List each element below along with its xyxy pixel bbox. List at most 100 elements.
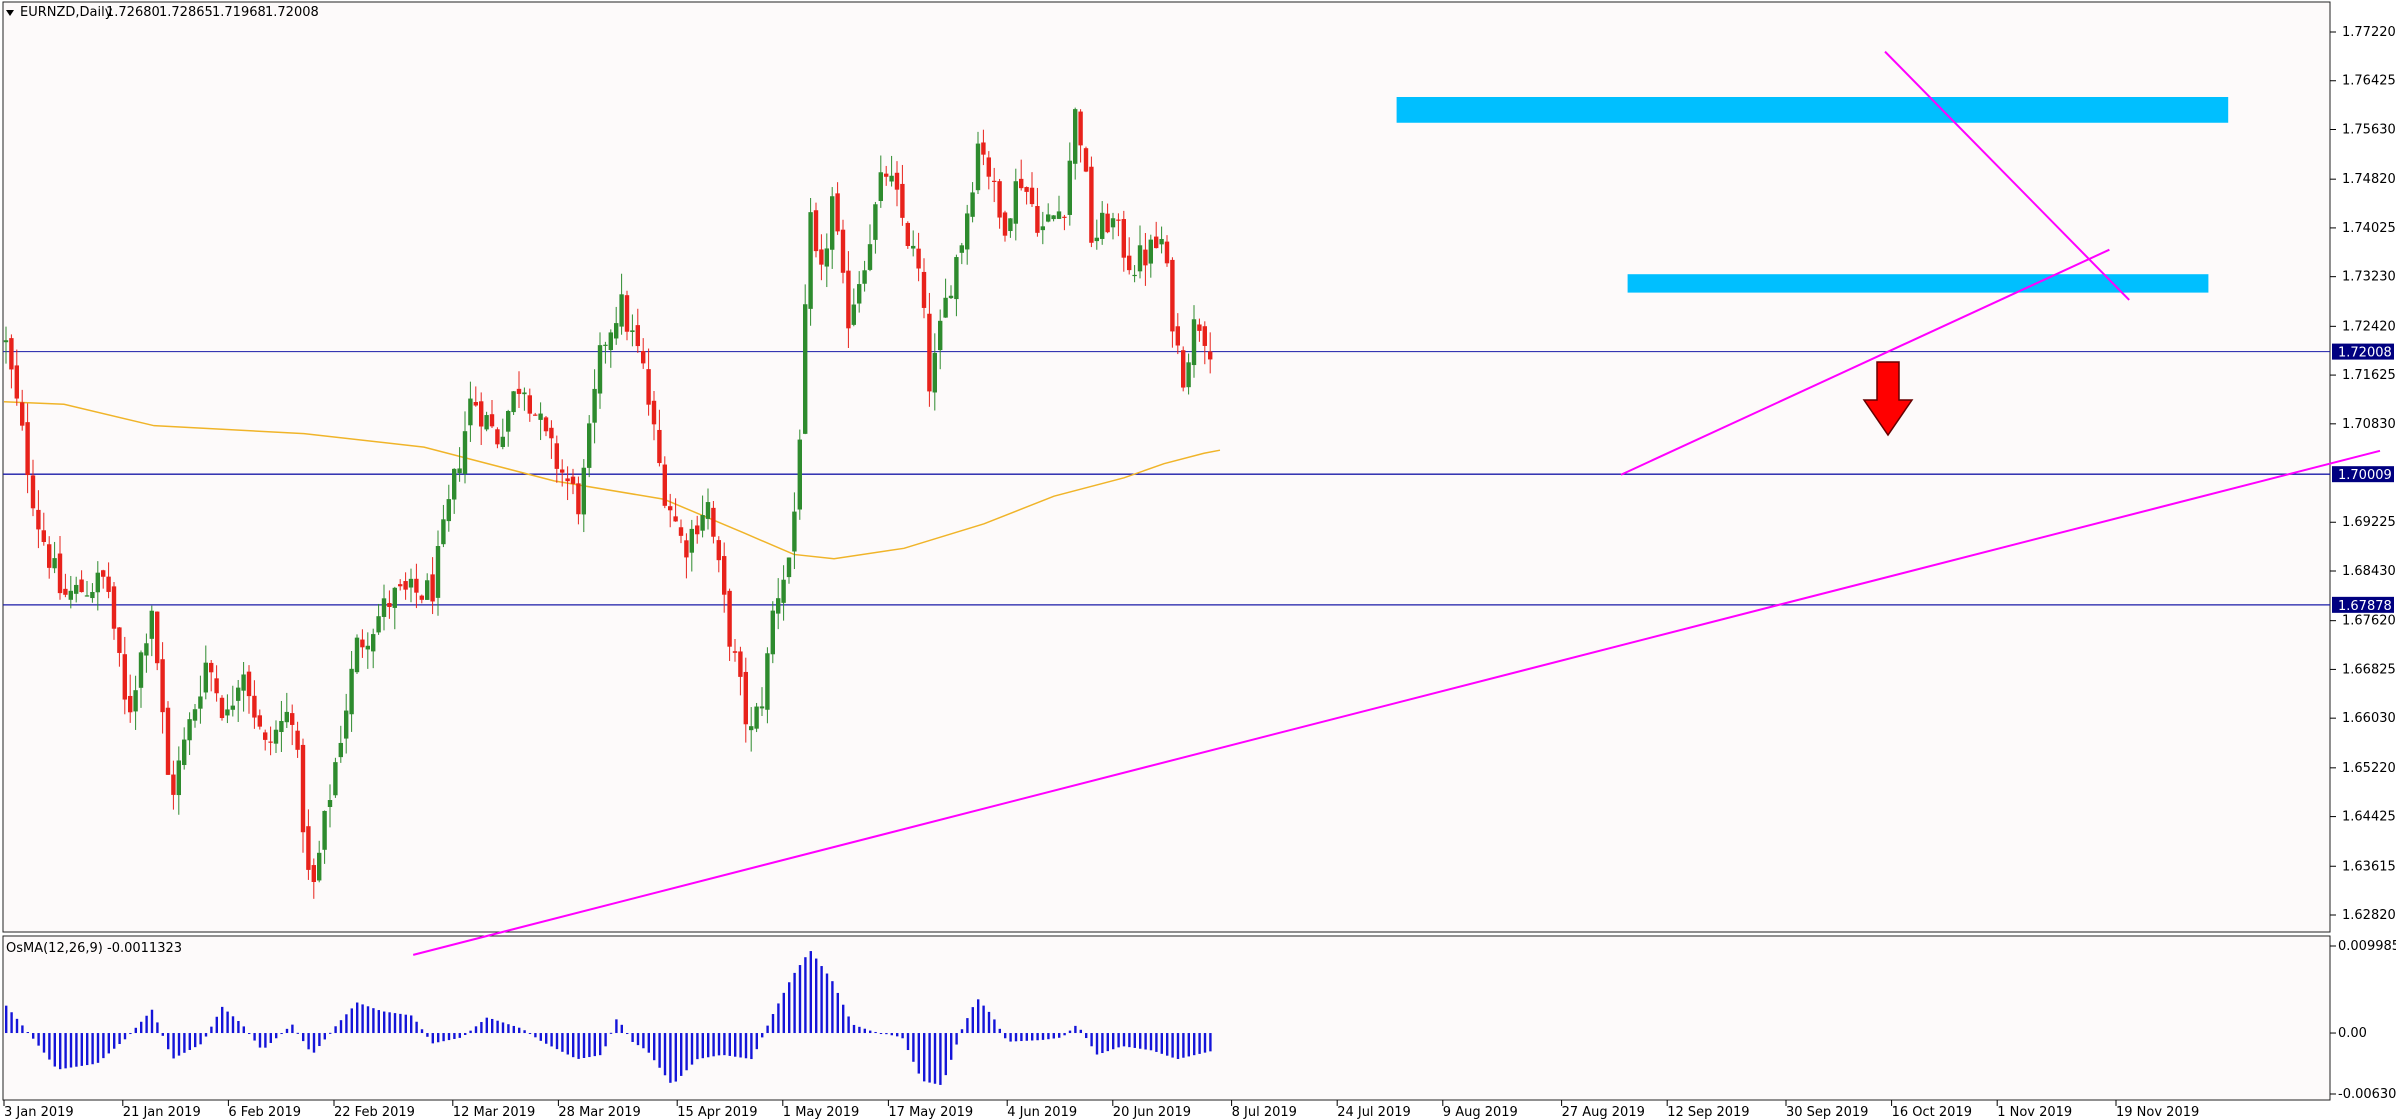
candle-body [295, 730, 300, 750]
osma-bar [161, 1033, 164, 1036]
osma-bar [1004, 1033, 1007, 1039]
candles-layer [3, 107, 1213, 899]
osma-bar [415, 1021, 418, 1034]
candle-body [522, 392, 527, 395]
trendline-descending-resistance [1884, 50, 2130, 301]
candle-body [878, 172, 883, 202]
osma-bar [96, 1033, 100, 1063]
y-tick-label: 1.71625 [2342, 368, 2396, 383]
x-tick-label: 28 Mar 2019 [558, 1105, 640, 1120]
candle-body [938, 320, 943, 351]
osma-bar [1112, 1033, 1115, 1050]
candle-body [975, 143, 981, 191]
candle-body [1154, 236, 1159, 249]
osma-bar [809, 951, 812, 1034]
level-label-0-bg [2332, 466, 2394, 483]
x-tick-label: 27 Aug 2019 [1562, 1105, 1645, 1120]
candle-body [403, 581, 408, 590]
candle-body [511, 391, 516, 413]
y-tick-label: 1.66825 [2342, 662, 2396, 677]
osma-bar [977, 999, 980, 1034]
y-tick-label: 1.66030 [2342, 711, 2396, 726]
osma-bar [944, 1033, 947, 1076]
candle-body [732, 651, 738, 653]
osma-bar [172, 1033, 175, 1059]
candle-body [776, 598, 781, 614]
candle-body [317, 852, 322, 881]
candle-body [252, 695, 257, 718]
candle-body [263, 732, 268, 740]
candle-body [187, 719, 192, 741]
candle-body [846, 270, 851, 329]
candle-body [932, 352, 937, 393]
candle-body [1159, 238, 1164, 245]
ohlc-low: 1.71968 [212, 5, 266, 20]
candle-body [781, 579, 786, 603]
candle-body [462, 431, 468, 474]
osma-bar [1025, 1033, 1028, 1041]
candle-body [322, 810, 327, 850]
candle-body [1073, 109, 1078, 164]
osma-bar [593, 1033, 596, 1057]
candle-body [192, 709, 198, 721]
candle-body [570, 476, 576, 484]
osma-bar [1128, 1033, 1131, 1048]
osma-bar [577, 1033, 580, 1059]
osma-bar [555, 1033, 559, 1050]
candle-body [203, 662, 208, 693]
osma-bar [221, 1006, 224, 1034]
osma-bar [588, 1033, 591, 1058]
candle-body [1078, 111, 1083, 146]
osma-bar [285, 1028, 289, 1034]
candle-body [14, 365, 19, 399]
osma-bar [615, 1019, 618, 1034]
candle-body [911, 245, 916, 249]
osma-bar [48, 1033, 51, 1060]
candle-body [673, 516, 678, 522]
candle-body [1051, 215, 1056, 220]
candle-body [57, 553, 63, 594]
y-tick-label: 1.67620 [2342, 614, 2396, 629]
x-tick-label: 1 Nov 2019 [1997, 1105, 2072, 1120]
osma-bar [1095, 1033, 1099, 1055]
osma-bar [674, 1033, 677, 1082]
osma-plot-area[interactable] [2, 935, 2331, 1101]
candle-body [1094, 237, 1099, 242]
x-tick-label: 4 Jun 2019 [1007, 1105, 1077, 1120]
osma-bar [334, 1026, 337, 1034]
osma-bar [210, 1026, 213, 1034]
osma-bar [685, 1033, 688, 1071]
candle-body [981, 142, 986, 155]
main-plot-area[interactable] [2, 1, 2331, 933]
collapse-triangle-icon[interactable] [6, 10, 14, 16]
candle-body [230, 705, 235, 710]
zone-support [1627, 274, 2209, 293]
y-tick-label: 1.75630 [2342, 122, 2396, 137]
osma-bar [447, 1033, 451, 1041]
time-axis: 3 Jan 2019 21 Jan 2019 6 Feb 2019 22 Feb 20… [3, 1100, 2199, 1120]
osma-bar [1068, 1030, 1072, 1034]
osma-bar [253, 1033, 256, 1041]
y-tick-label: 1.69225 [2342, 515, 2396, 530]
candle-body [171, 774, 176, 795]
y-tick-label: 1.72420 [2342, 319, 2396, 334]
candle-body [106, 576, 111, 592]
osma-bar [1031, 1033, 1034, 1041]
osma-bar [928, 1033, 931, 1083]
candle-body [851, 304, 856, 325]
osma-bar [339, 1020, 343, 1034]
candle-body [90, 592, 95, 599]
candle-body [792, 511, 797, 552]
candle-body [565, 478, 570, 482]
candle-body [1148, 239, 1153, 264]
osma-bar [966, 1018, 969, 1034]
osma-bar [750, 1033, 753, 1060]
candle-body [398, 584, 403, 587]
current-price-label: 1.72008 [2338, 346, 2392, 361]
x-tick-label: 9 Aug 2019 [1443, 1105, 1518, 1120]
osma-bar [59, 1033, 62, 1070]
osma-bar [437, 1033, 440, 1043]
candle-body [900, 183, 905, 218]
osma-bar [518, 1027, 521, 1034]
